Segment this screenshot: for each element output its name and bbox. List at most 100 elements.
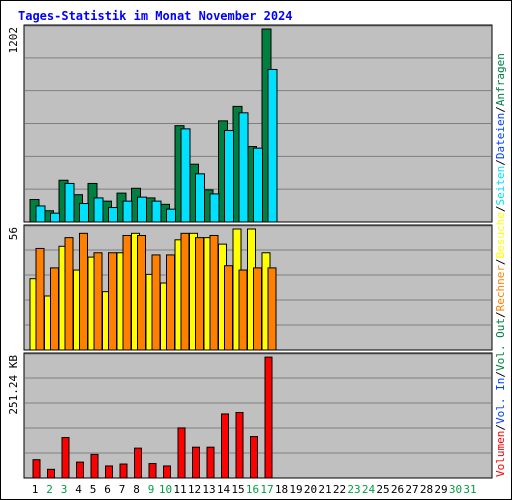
x-tick-label: 5	[90, 483, 97, 496]
x-tick-label: 28	[420, 483, 433, 496]
bar-volumen-day-4	[76, 461, 84, 479]
legend-separator: /	[494, 371, 507, 378]
bar-dateien-day-8	[137, 196, 147, 223]
legend-separator: /	[494, 311, 507, 318]
bar-dateien-day-6	[108, 207, 118, 223]
bar-rechner-day-7	[122, 234, 132, 351]
bar-dateien-day-13	[209, 193, 220, 223]
bar-dateien-day-14	[224, 129, 234, 223]
x-tick-label: 31	[463, 483, 476, 496]
chart-title: Tages-Statistik im Monat November 2024	[18, 9, 293, 23]
y-axis-max-label: 1202	[7, 27, 20, 54]
bar-volumen-day-14	[221, 413, 229, 479]
bar-volumen-day-8	[134, 447, 142, 479]
legend-item-rechner: Rechner	[494, 265, 507, 312]
x-tick-label: 2	[46, 483, 53, 496]
x-tick-label: 3	[61, 483, 68, 496]
bar-volumen-day-6	[105, 465, 113, 479]
bar-rechner-day-17	[267, 267, 277, 351]
bar-rechner-day-10	[166, 254, 175, 351]
bar-dateien-day-1	[35, 205, 46, 223]
y-axis-max-label: 251.24 KB	[7, 355, 20, 415]
bar-dateien-day-12	[195, 173, 205, 223]
bar-volumen-day-7	[119, 463, 128, 479]
bar-dateien-day-7	[122, 200, 133, 223]
bar-rechner-day-14	[224, 265, 233, 351]
bar-dateien-day-4	[79, 203, 89, 223]
y-axis-max-label: 56	[7, 227, 20, 240]
bar-volumen-day-1	[32, 459, 41, 479]
chart-legend: Volumen/Vol. In/Vol. Out/Rechner/Besuche…	[494, 53, 507, 477]
legend-separator: /	[494, 424, 507, 431]
x-tick-label: 9	[148, 483, 155, 496]
x-tick-label: 21	[318, 483, 331, 496]
bar-dateien-day-15	[238, 112, 249, 223]
x-tick-label: 12	[188, 483, 201, 496]
x-tick-label: 23	[347, 483, 360, 496]
bar-volumen-day-5	[90, 453, 99, 479]
bar-rechner-day-1	[35, 247, 45, 351]
bar-rechner-day-9	[151, 254, 161, 351]
bar-dateien-day-2	[50, 212, 60, 223]
bar-dateien-day-3	[64, 182, 75, 223]
bar-rechner-day-15	[238, 269, 248, 351]
bar-dateien-day-9	[151, 200, 162, 223]
x-tick-label: 29	[434, 483, 447, 496]
bar-volumen-day-2	[47, 468, 55, 479]
x-tick-label: 4	[75, 483, 82, 496]
legend-separator: /	[494, 106, 507, 113]
bar-volumen-day-10	[163, 465, 171, 479]
x-tick-label: 17	[260, 483, 273, 496]
bar-volumen-day-13	[206, 446, 215, 479]
bar-volumen-day-16	[250, 436, 258, 479]
bar-volumen-day-3	[61, 437, 70, 479]
bar-rechner-day-2	[50, 267, 59, 351]
legend-item-dateien: Dateien	[494, 113, 507, 159]
bar-rechner-day-5	[93, 252, 103, 351]
x-tick-label: 20	[304, 483, 317, 496]
x-tick-label: 27	[405, 483, 418, 496]
x-tick-label: 24	[362, 483, 376, 496]
x-tick-label: 30	[449, 483, 462, 496]
legend-item-vol-out: Vol. Out	[494, 318, 507, 371]
legend-item-anfragen: Anfragen	[494, 53, 507, 106]
x-tick-label: 25	[376, 483, 389, 496]
legend-separator: /	[494, 159, 507, 166]
x-tick-label: 15	[231, 483, 244, 496]
bar-dateien-day-10	[166, 208, 176, 223]
bar-volumen-day-9	[148, 463, 157, 479]
bar-rechner-day-12	[195, 237, 204, 351]
bar-rechner-day-16	[253, 267, 262, 351]
bar-volumen-day-12	[192, 446, 200, 479]
x-tick-label: 8	[133, 483, 140, 496]
x-tick-label: 10	[159, 483, 172, 496]
bar-dateien-day-11	[180, 128, 191, 223]
x-tick-label: 19	[289, 483, 302, 496]
x-tick-label: 6	[104, 483, 111, 496]
bar-dateien-day-17	[267, 68, 278, 223]
bar-volumen-day-11	[177, 427, 186, 479]
x-tick-label: 7	[119, 483, 126, 496]
x-tick-label: 14	[217, 483, 231, 496]
bar-dateien-day-5	[93, 197, 104, 223]
legend-separator: /	[494, 205, 507, 212]
bar-volumen-day-17	[264, 356, 273, 479]
x-tick-label: 13	[202, 483, 215, 496]
x-tick-label: 16	[246, 483, 259, 496]
x-tick-label: 22	[333, 483, 346, 496]
x-tick-label: 18	[275, 483, 288, 496]
legend-item-seiten: Seiten	[494, 166, 507, 206]
x-tick-label: 26	[391, 483, 404, 496]
bar-rechner-day-11	[180, 232, 190, 351]
bar-dateien-day-16	[253, 147, 263, 223]
bar-volumen-day-15	[235, 412, 244, 479]
bar-rechner-day-13	[209, 234, 219, 351]
bar-rechner-day-4	[79, 232, 88, 351]
bar-rechner-day-3	[64, 237, 74, 351]
x-tick-label: 11	[173, 483, 186, 496]
bar-rechner-day-6	[108, 252, 117, 351]
bar-rechner-day-8	[137, 234, 146, 351]
legend-item-volumen: Volumen	[494, 431, 507, 477]
